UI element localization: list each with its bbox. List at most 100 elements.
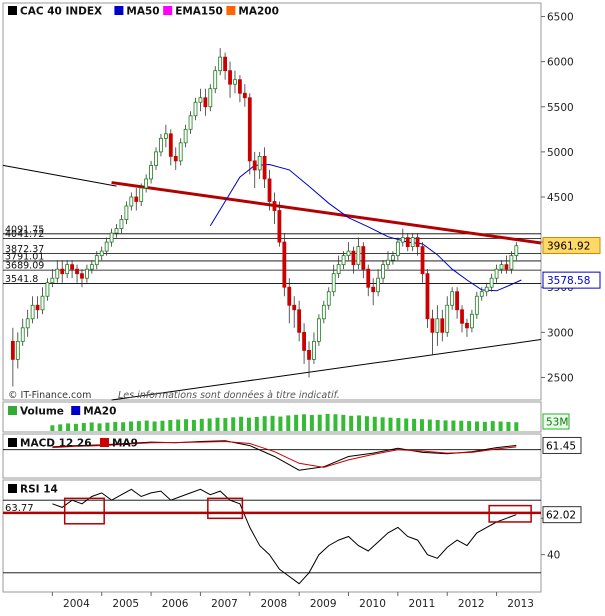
candle-body [272,201,277,211]
macd-value-tag-label: 61.45 [546,440,576,452]
candle-body [391,255,395,261]
x-tick-label: 2006 [162,598,189,610]
candle-body [75,268,79,275]
candle-body [10,340,15,360]
x-tick-label: 2004 [63,598,90,610]
candle-body [420,246,425,275]
price-panel-frame [2,2,542,401]
price-value-tag [542,237,601,255]
volume-bar [160,420,165,431]
candle-body [89,264,94,270]
candle-body [218,56,223,72]
rsi-value-tag [542,506,582,524]
candle-body [371,286,376,293]
candle-body [410,237,415,248]
candle-body [430,318,435,333]
volume-bar [144,420,149,431]
candle-body [20,327,25,342]
volume-bar [176,419,181,431]
volume-bar [349,415,354,431]
candle-body [455,291,459,311]
volume-bar [490,421,495,431]
volume-bar [136,421,141,431]
rsi-value-tag-label: 62.02 [546,510,576,522]
candle-body [469,313,474,329]
legend-label: MA20 [83,406,116,418]
price-y-tick-label: 2500 [547,372,574,384]
level-label: 4041.72 [5,229,44,240]
level-label: 4091.75 [5,224,44,235]
candle-body [228,70,232,85]
candle-body [484,286,489,293]
price-y-tick-label: 5500 [547,102,574,114]
volume-bar [514,422,519,431]
volume-bar [364,416,369,431]
candle-body [55,268,60,279]
price-panel: 2500300035004000450050005500600065004091… [2,6,601,401]
volume-bar [128,421,133,431]
candle-body [460,309,464,324]
candle-body [247,97,252,162]
candle-body [316,318,321,342]
volume-bar [113,421,118,431]
x-tick-label: 2005 [112,598,139,610]
rsi-line [52,488,517,585]
legend-swatch [100,438,109,447]
x-tick-label: 2011 [409,598,436,610]
legend-label: MA9 [112,438,138,450]
candle-body [124,205,129,220]
candle-body [474,295,479,315]
candle-body [445,304,450,333]
legend-swatch [8,6,17,15]
candle-body [326,291,331,306]
candle-body [119,219,124,229]
candle-body [178,142,183,162]
candle-body [267,178,272,202]
legend-swatch [8,406,17,415]
volume-bar [357,415,362,431]
candle-body [25,318,30,329]
candle-body [60,268,65,275]
volume-bar [396,418,401,431]
macd-panel: MACD 12 26 MA9 61.45 [3,436,582,471]
volume-value-tag-label: 53M [546,417,568,429]
volume-bar [309,415,314,431]
candle-body [400,237,405,243]
candle-body [242,92,247,99]
volume-bar [262,416,267,431]
volume-bar [278,416,283,431]
volume-bar [419,419,424,431]
volume-bar [435,419,440,431]
volume-bar [254,416,259,431]
volume-bar [301,414,306,431]
candle-body [514,245,519,257]
volume-bar [239,416,244,431]
rsi-highlight-box [488,504,532,523]
volume-bar [207,418,212,431]
volume-bar [97,423,102,431]
x-tick-label: 2012 [458,598,485,610]
volume-bar [73,423,78,431]
volume-value-tag [542,413,570,430]
legend-swatch [71,406,81,415]
candle-body [405,237,410,248]
volume-bar [89,422,94,431]
volume-bar [427,419,432,431]
candle-body [509,255,514,270]
volume-bar [286,415,291,431]
candle-body [159,137,163,153]
volume-bar [184,419,189,431]
volume-bar [325,413,330,431]
candle-body [361,246,366,270]
legend-label: EMA150 [175,6,223,18]
volume-bar [58,424,63,431]
candle-body [168,133,173,157]
candle-body [134,196,139,202]
candle-body [213,70,218,90]
rsi-highlight-box [63,497,105,525]
legend-label: MA200 [238,6,279,18]
candle-body [499,264,504,270]
source-credit: © IT-Finance.com [8,390,91,401]
price-y-tick-label: 4500 [547,192,574,204]
candle-body [99,250,104,257]
